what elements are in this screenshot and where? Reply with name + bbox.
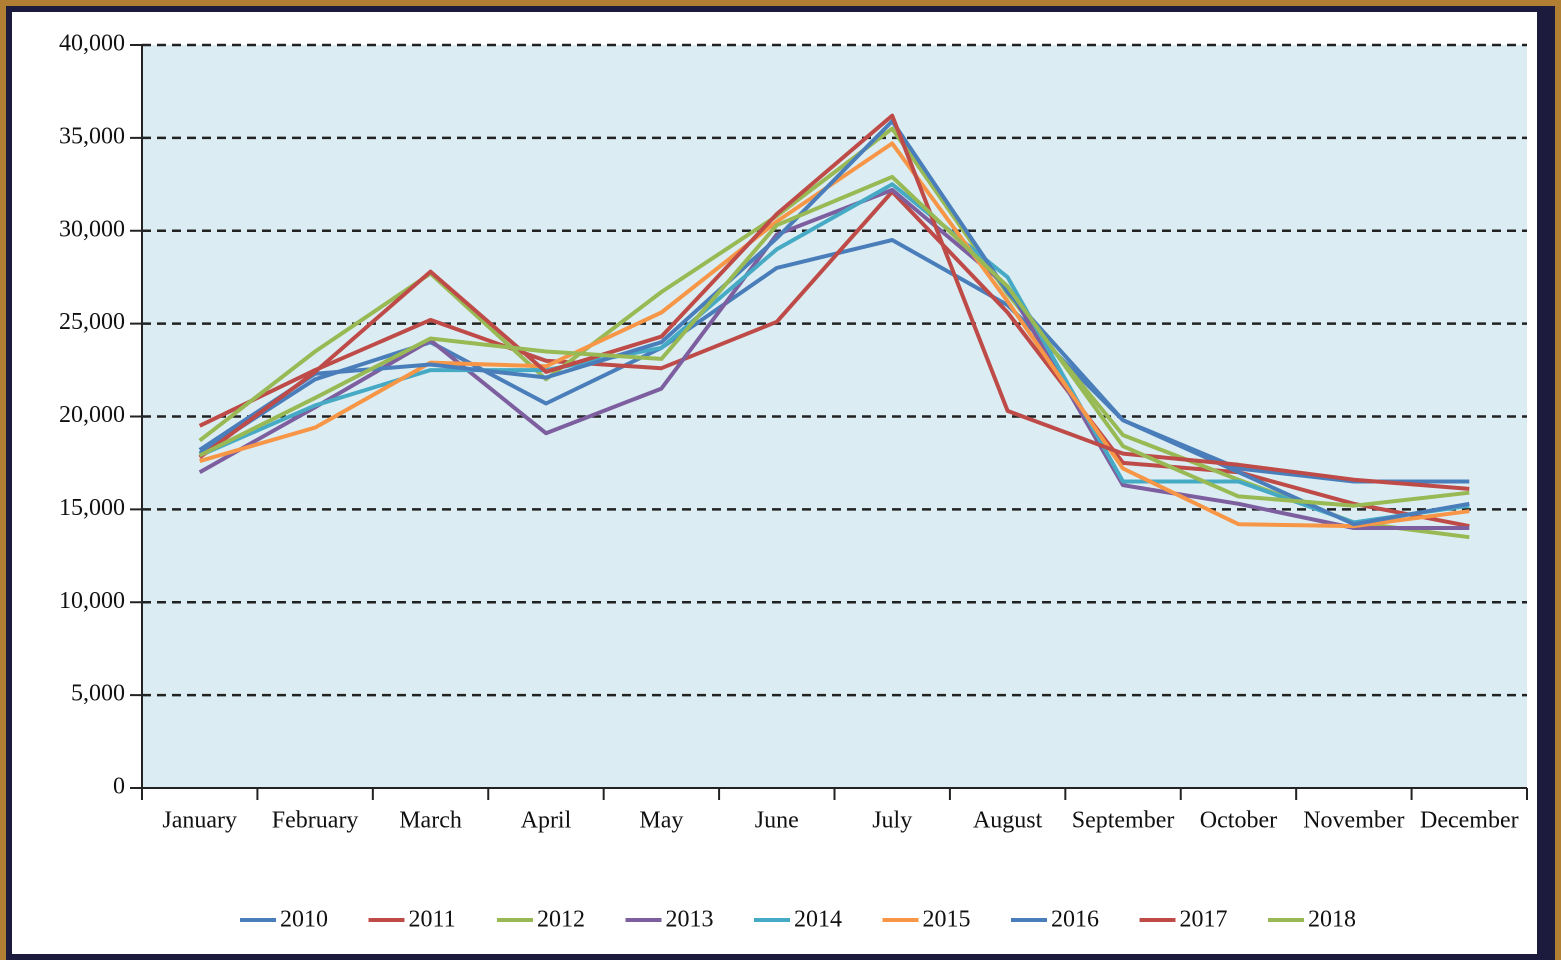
x-tick-label: July <box>872 808 912 834</box>
x-tick-label: April <box>521 808 572 834</box>
x-tick-label: March <box>399 808 462 834</box>
x-tick-label: January <box>162 808 237 834</box>
y-tick-label: 25,000 <box>59 309 125 335</box>
legend-label: 2016 <box>1051 907 1099 933</box>
y-tick-label: 5,000 <box>71 681 125 707</box>
x-tick-label: November <box>1303 808 1404 834</box>
legend-label: 2010 <box>280 907 328 933</box>
x-tick-label: February <box>272 808 359 834</box>
legend-label: 2011 <box>409 907 456 933</box>
y-tick-label: 15,000 <box>59 495 125 521</box>
legend-label: 2017 <box>1180 907 1228 933</box>
series-line <box>198 174 1470 508</box>
x-tick-label: May <box>639 808 683 834</box>
x-tick-label: September <box>1072 808 1175 834</box>
legend-label: 2012 <box>537 907 585 933</box>
series-line <box>198 182 1470 525</box>
series-line <box>198 119 1470 527</box>
legend-label: 2018 <box>1308 907 1356 933</box>
x-tick-label: August <box>973 808 1043 834</box>
series-line <box>198 189 1470 529</box>
y-tick-label: 40,000 <box>59 31 125 57</box>
y-tick-label: 0 <box>113 774 125 800</box>
y-tick-label: 30,000 <box>59 216 125 242</box>
legend-label: 2015 <box>923 907 971 933</box>
x-tick-label: December <box>1420 808 1519 834</box>
y-tick-label: 35,000 <box>59 123 125 149</box>
series-line <box>198 187 1470 530</box>
x-tick-label: October <box>1200 808 1277 834</box>
y-tick-label: 10,000 <box>59 588 125 614</box>
legend-label: 2013 <box>666 907 714 933</box>
legend-label: 2014 <box>794 907 842 933</box>
y-tick-label: 20,000 <box>59 402 125 428</box>
series-line <box>198 113 1470 491</box>
x-tick-label: June <box>755 808 799 834</box>
